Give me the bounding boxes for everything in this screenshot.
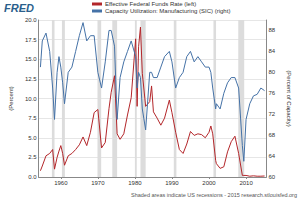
- svg-text:2.5: 2.5: [28, 154, 37, 160]
- svg-text:(Percent of Capacity): (Percent of Capacity): [286, 70, 292, 126]
- svg-text:Capacity Utilization: Manufact: Capacity Utilization: Manufacturing (SIC…: [105, 8, 230, 14]
- svg-text:Effective Federal Funds Rate (: Effective Federal Funds Rate (left): [105, 1, 196, 7]
- svg-text:17.5: 17.5: [25, 37, 37, 43]
- svg-text:80: 80: [268, 69, 275, 75]
- svg-text:15.0: 15.0: [25, 56, 37, 62]
- svg-text:0.0: 0.0: [28, 174, 37, 180]
- svg-text:20.0: 20.0: [25, 17, 37, 23]
- svg-text:76: 76: [268, 90, 275, 96]
- svg-text:10.0: 10.0: [25, 96, 37, 102]
- svg-text:1990: 1990: [165, 180, 179, 186]
- svg-text:88: 88: [268, 27, 275, 33]
- svg-text:Shaded areas indicate US reces: Shaded areas indicate US recessions - 20…: [131, 192, 297, 198]
- svg-text:1980: 1980: [128, 180, 142, 186]
- svg-text:(Percent): (Percent): [8, 86, 14, 111]
- svg-text:FRED: FRED: [4, 2, 34, 14]
- svg-text:1960: 1960: [54, 180, 68, 186]
- svg-text:68: 68: [268, 132, 275, 138]
- svg-text:72: 72: [268, 111, 275, 117]
- svg-text:7.5: 7.5: [28, 115, 37, 121]
- svg-text:2010: 2010: [239, 180, 253, 186]
- svg-text:2000: 2000: [202, 180, 216, 186]
- svg-text:64: 64: [268, 153, 275, 159]
- svg-text:84: 84: [268, 48, 275, 54]
- svg-text:12.5: 12.5: [25, 76, 37, 82]
- svg-text:5.0: 5.0: [28, 135, 37, 141]
- svg-text:1970: 1970: [91, 180, 105, 186]
- svg-text:60: 60: [268, 174, 275, 180]
